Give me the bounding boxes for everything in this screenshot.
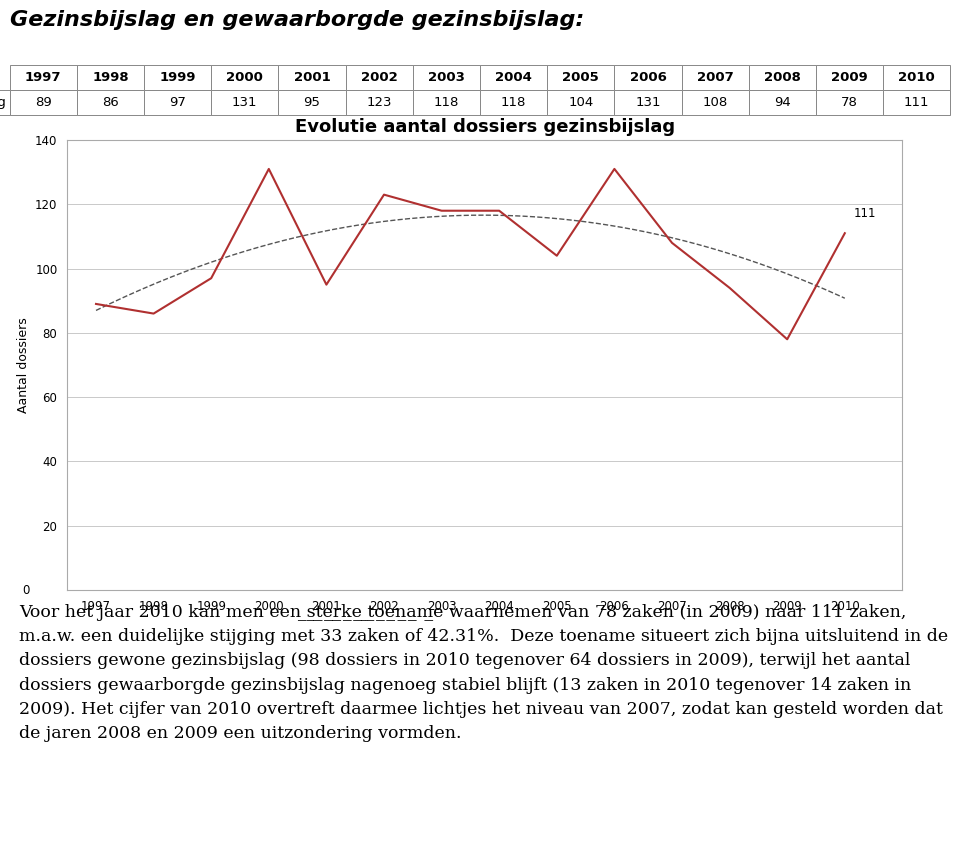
Text: Gezinsbijslag en gewaarborgde gezinsbijslag:: Gezinsbijslag en gewaarborgde gezinsbijs… bbox=[10, 10, 584, 30]
Text: 0: 0 bbox=[22, 583, 30, 597]
Title: Evolutie aantal dossiers gezinsbijslag: Evolutie aantal dossiers gezinsbijslag bbox=[295, 118, 675, 136]
Text: Voor het jaar 2010 kan men een ̲s̲t̲e̲r̲k̲e̲ ̲t̲o̲e̲n̲a̲m̲e waarnemen van 78 zak: Voor het jaar 2010 kan men een ̲s̲t̲e̲r̲… bbox=[19, 604, 948, 742]
Y-axis label: Aantal dossiers: Aantal dossiers bbox=[16, 317, 30, 413]
Text: 111: 111 bbox=[853, 207, 876, 220]
